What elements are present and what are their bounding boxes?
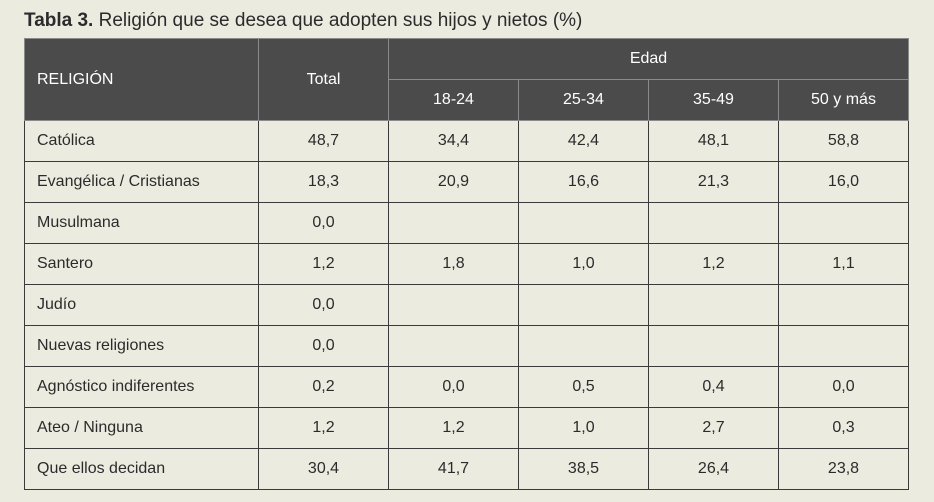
cell-18-24: 0,0 [388, 366, 519, 408]
cell-50-plus [778, 284, 909, 326]
cell-50-plus: 0,3 [778, 407, 909, 449]
cell-35-49: 48,1 [648, 120, 779, 162]
row-label: Judío [24, 284, 259, 326]
cell-35-49: 0,4 [648, 366, 779, 408]
cell-total: 48,7 [258, 120, 389, 162]
cell-50-plus [778, 202, 909, 244]
header-total: Total [258, 38, 389, 121]
cell-18-24: 20,9 [388, 161, 519, 203]
cell-18-24: 1,2 [388, 407, 519, 449]
header-religion: RELIGIÓN [24, 38, 259, 121]
cell-25-34: 1,0 [518, 407, 649, 449]
cell-18-24 [388, 202, 519, 244]
header-age-25-34: 25-34 [518, 79, 649, 121]
cell-25-34: 0,5 [518, 366, 649, 408]
cell-35-49: 26,4 [648, 448, 779, 490]
header-age-50-plus: 50 y más [778, 79, 909, 121]
table-row: Santero 1,2 1,8 1,0 1,2 1,1 [24, 243, 909, 285]
cell-50-plus: 23,8 [778, 448, 909, 490]
cell-total: 0,0 [258, 202, 389, 244]
cell-25-34 [518, 325, 649, 367]
cell-total: 0,2 [258, 366, 389, 408]
cell-18-24 [388, 325, 519, 367]
cell-50-plus [778, 325, 909, 367]
table-row: Evangélica / Cristianas 18,3 20,9 16,6 2… [24, 161, 909, 203]
header-edad: Edad [388, 38, 909, 80]
row-label: Católica [24, 120, 259, 162]
caption-label: Tabla 3. [24, 10, 94, 31]
cell-25-34 [518, 284, 649, 326]
table-body: Católica 48,7 34,4 42,4 48,1 58,8 Evangé… [24, 120, 909, 490]
cell-35-49 [648, 325, 779, 367]
cell-35-49: 21,3 [648, 161, 779, 203]
cell-18-24 [388, 284, 519, 326]
cell-18-24: 34,4 [388, 120, 519, 162]
row-label: Musulmana [24, 202, 259, 244]
table-row: Ateo / Ninguna 1,2 1,2 1,0 2,7 0,3 [24, 407, 909, 449]
row-label: Evangélica / Cristianas [24, 161, 259, 203]
cell-total: 0,0 [258, 284, 389, 326]
caption-text: Religión que se desea que adopten sus hi… [93, 10, 583, 31]
cell-25-34 [518, 202, 649, 244]
table-row: Judío 0,0 [24, 284, 909, 326]
table-header: RELIGIÓN Total Edad 18-24 25-34 35-49 50… [24, 38, 909, 121]
header-age-18-24: 18-24 [388, 79, 519, 121]
cell-50-plus: 0,0 [778, 366, 909, 408]
cell-50-plus: 58,8 [778, 120, 909, 162]
row-label: Agnóstico indiferentes [24, 366, 259, 408]
cell-total: 1,2 [258, 407, 389, 449]
cell-total: 30,4 [258, 448, 389, 490]
cell-50-plus: 1,1 [778, 243, 909, 285]
header-age-35-49: 35-49 [648, 79, 779, 121]
table-row: Nuevas religiones 0,0 [24, 325, 909, 367]
cell-18-24: 1,8 [388, 243, 519, 285]
cell-25-34: 16,6 [518, 161, 649, 203]
cell-18-24: 41,7 [388, 448, 519, 490]
cell-25-34: 42,4 [518, 120, 649, 162]
cell-35-49: 2,7 [648, 407, 779, 449]
cell-total: 18,3 [258, 161, 389, 203]
row-label: Santero [24, 243, 259, 285]
cell-total: 1,2 [258, 243, 389, 285]
row-label: Nuevas religiones [24, 325, 259, 367]
table-caption: Tabla 3. Religión que se desea que adopt… [24, 8, 582, 34]
cell-35-49 [648, 202, 779, 244]
cell-25-34: 38,5 [518, 448, 649, 490]
table-row: Católica 48,7 34,4 42,4 48,1 58,8 [24, 120, 909, 162]
religion-table: RELIGIÓN Total Edad 18-24 25-34 35-49 50… [24, 38, 909, 490]
table-row: Musulmana 0,0 [24, 202, 909, 244]
cell-50-plus: 16,0 [778, 161, 909, 203]
cell-total: 0,0 [258, 325, 389, 367]
cell-35-49 [648, 284, 779, 326]
table-row: Que ellos decidan 30,4 41,7 38,5 26,4 23… [24, 448, 909, 490]
cell-25-34: 1,0 [518, 243, 649, 285]
cell-35-49: 1,2 [648, 243, 779, 285]
table-row: Agnóstico indiferentes 0,2 0,0 0,5 0,4 0… [24, 366, 909, 408]
row-label: Que ellos decidan [24, 448, 259, 490]
row-label: Ateo / Ninguna [24, 407, 259, 449]
